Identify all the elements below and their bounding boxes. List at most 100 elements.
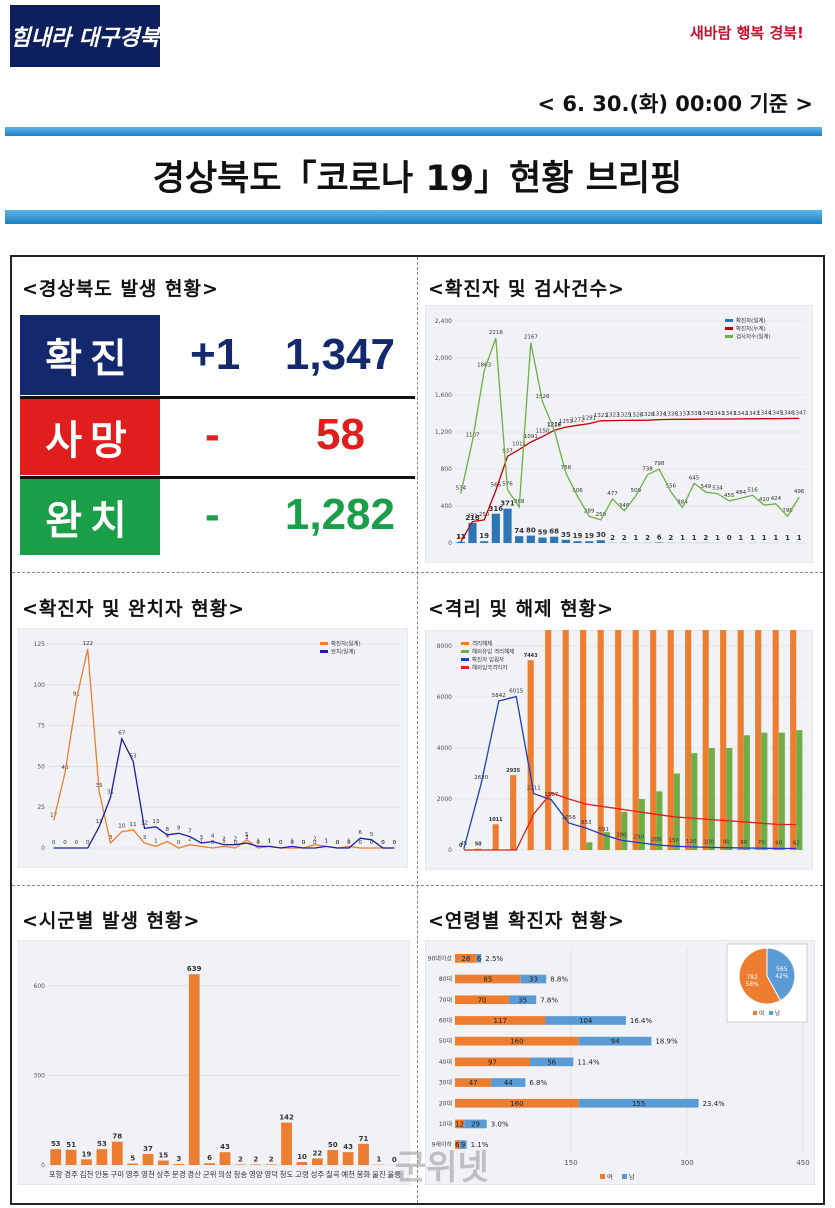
data-label: 0 (459, 843, 463, 849)
data-label: 13 (152, 819, 159, 825)
status-total: 1,347 (284, 330, 395, 379)
data-label: 348 (619, 503, 630, 509)
data-label: 6 (477, 955, 482, 963)
data-label: 0 (211, 840, 215, 846)
bar (358, 1143, 369, 1165)
data-label: 9 (177, 825, 181, 831)
data-label: 19 (584, 532, 594, 540)
data-label: 70 (758, 840, 765, 846)
bar (476, 954, 482, 963)
chart: 0200040006000800005010112935744392971055… (425, 630, 813, 870)
bar (520, 974, 547, 984)
y-tick-label: 0 (448, 540, 452, 547)
bar (464, 1119, 487, 1129)
y-tick-label: 2,000 (435, 355, 452, 362)
data-label: 1 (200, 838, 204, 844)
data-label: 0 (347, 840, 351, 846)
data-label: 47 (469, 1079, 478, 1087)
data-label: 937 (502, 448, 513, 454)
bar (455, 1057, 531, 1067)
legend-label: 남 (629, 1173, 635, 1181)
data-label: 19 (573, 532, 583, 540)
data-label: 68 (549, 528, 559, 536)
legend-label: 확진자(일계) (736, 317, 766, 325)
bar (480, 541, 489, 543)
legend-label: 확진자 입원자 (472, 656, 504, 664)
data-label: 218 (465, 514, 480, 522)
chart: 0 300 600 포항 경주 김천 안동 구미 영주 영천 상주 문경 경산 군위 의성 청송 영양 영덕 청도 고… (18, 940, 410, 1185)
bar (526, 535, 535, 543)
data-label: 4 (165, 833, 169, 839)
data-label: 798 (654, 461, 665, 467)
share-label: 11.4% (577, 1058, 600, 1066)
plot-background (18, 628, 408, 868)
data-label: 1058 (562, 815, 576, 821)
bar (235, 1164, 246, 1165)
data-label: 1343 (746, 411, 760, 417)
bar (250, 1164, 262, 1165)
data-label: 13 (456, 533, 466, 541)
data-label: 90 (723, 840, 730, 846)
x-tick-label: 봉화 (357, 1170, 371, 1179)
line (460, 337, 800, 521)
data-label: 2167 (524, 335, 538, 341)
x-tick-label: 청도 (280, 1170, 294, 1179)
bar (455, 1140, 460, 1149)
panel-title: <확진자 및 검사건수> (428, 278, 625, 300)
bar (596, 540, 605, 543)
y-tick-label: 80대 (439, 975, 452, 983)
data-label: 2 (668, 534, 673, 542)
rule (5, 127, 822, 136)
data-label: 142 (279, 1114, 294, 1122)
data-label: 19 (82, 1150, 92, 1158)
legend-label: 여 (759, 1009, 764, 1017)
data-label: 1 (692, 534, 697, 542)
bar (726, 748, 733, 850)
bar (578, 1098, 699, 1108)
bar (673, 773, 680, 850)
data-label: 160 (510, 1038, 523, 1046)
data-label: 8 (165, 827, 169, 833)
bar (585, 541, 594, 543)
panel-title: <시군별 발생 현황> (22, 910, 201, 932)
legend-label: 해외입국격리자 (472, 664, 507, 672)
bar (527, 660, 534, 850)
y-tick-label: 300 (34, 1072, 46, 1079)
data-label: 78 (112, 1133, 122, 1141)
legend-label: 확진자(일계) (331, 640, 361, 648)
row-line (20, 396, 415, 399)
data-label: 477 (607, 491, 618, 497)
share-label: 6.8% (529, 1079, 547, 1087)
data-label: 1 (347, 838, 351, 844)
data-label: 3 (143, 835, 147, 841)
data-label: 645 (689, 475, 700, 481)
bar (81, 1159, 92, 1165)
y-tick-label: 90대이상 (428, 954, 453, 962)
y-tick-label: 25 (37, 804, 45, 811)
bar (219, 1152, 231, 1165)
data-label: 1291 (582, 416, 596, 422)
data-label: 0 (86, 840, 90, 846)
y-tick-label: 20대 (439, 1099, 452, 1107)
bar (296, 1162, 308, 1165)
data-label: 1 (762, 534, 767, 542)
bar (96, 1149, 108, 1165)
data-label: 35 (561, 531, 571, 539)
date: < 6. 30.(화) 00:00 기준 > (537, 92, 813, 116)
share-label: 16.4% (630, 1017, 653, 1025)
status-change: +1 (190, 330, 241, 379)
bar (327, 1150, 339, 1165)
legend-swatch (461, 642, 469, 645)
data-label: 2 (269, 1155, 274, 1163)
data-label: 1 (154, 838, 158, 844)
x-tick-label: 의성 (218, 1169, 232, 1179)
data-label: 71 (359, 1135, 369, 1143)
data-label: 0 (336, 840, 340, 846)
row-line (20, 476, 415, 479)
bar (586, 842, 593, 850)
data-label: 2 (622, 534, 627, 542)
data-label: 738 (642, 467, 653, 473)
bar (691, 753, 698, 850)
pie-share: 58% (745, 981, 759, 988)
